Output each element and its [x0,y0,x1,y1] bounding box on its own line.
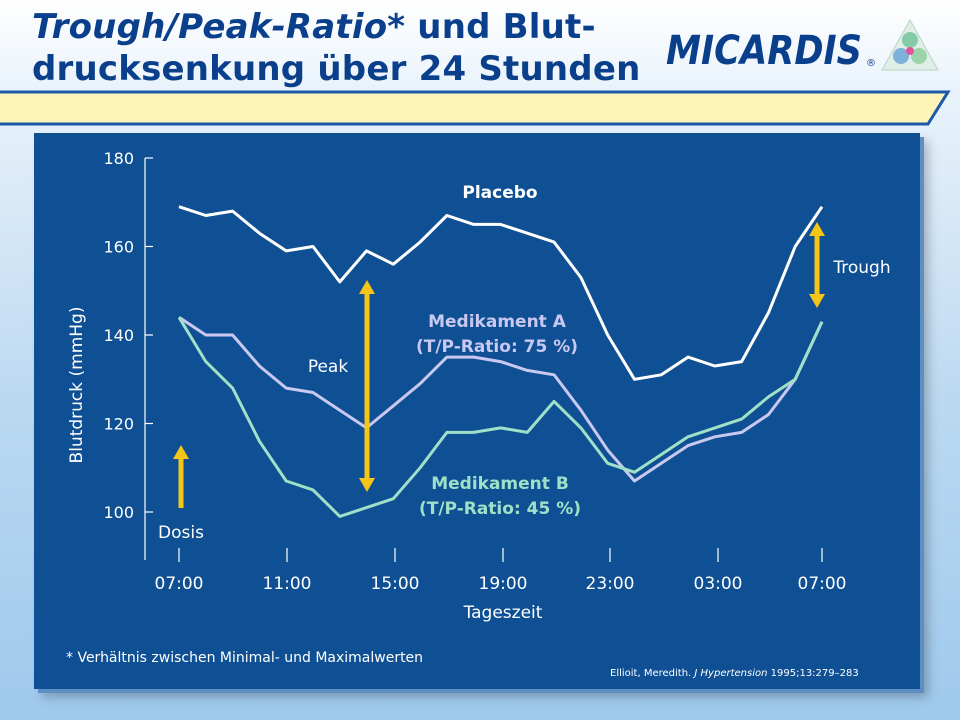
arrow-head-top [809,222,825,236]
trough-arrow [809,222,825,308]
title-line1-rest: und Blut- [405,7,596,47]
series-line-placebo [178,205,824,381]
source-details: 1995;13:279–283 [770,668,859,679]
x-tick-label: 15:00 [371,574,420,594]
source-journal: J Hypertension [694,668,768,679]
footnote: * Verhältnis zwischen Minimal- und Maxim… [66,650,424,666]
arrow-head-bottom [359,478,375,492]
peak-arrow [359,280,375,492]
source-citation: Ellioit, Meredith. J Hypertension 1995;1… [610,668,859,679]
y-tick-label: 180 [103,149,134,168]
arrow-head-top [359,280,375,294]
dosis-arrow [173,445,189,508]
y-tick-label: 120 [103,415,134,434]
source-authors: Ellioit, Meredith. [610,668,692,679]
arrow-head [173,445,189,459]
y-tick-label: 100 [103,503,134,522]
x-tick-label: 11:00 [263,574,312,594]
y-axis-label: Blutdruck (mmHg) [67,307,87,464]
arrow-head-bottom [809,294,825,308]
logo-wordmark: MICARDIS [666,28,862,74]
x-axis-label: Tageszeit [463,603,543,623]
series-line-med_b [177,316,824,518]
annotation-dosis: Dosis [158,523,204,543]
slide-title: Trough/Peak-Ratio* und Blut- drucksenkun… [32,6,672,90]
series-line-med_a [178,316,824,483]
logo-registered-mark: ® [866,58,876,69]
annotation-trough: Trough [832,258,890,278]
y-tick-label: 160 [103,238,134,257]
x-tick-label: 03:00 [694,574,743,594]
y-tick-label: 140 [103,326,134,345]
annotation-peak: Peak [308,357,349,377]
x-tick-label: 07:00 [155,574,204,594]
micardis-logo: MICARDIS ® [666,18,939,74]
x-tick-label: 23:00 [586,574,635,594]
x-tick-label: 19:00 [479,574,528,594]
series-sublabel-med-a: (T/P-Ratio: 75 %) [416,337,578,357]
series-label-med-b: Medikament B [431,474,569,494]
series-sublabel-med-b: (T/P-Ratio: 45 %) [419,499,581,519]
decorative-band [0,90,951,126]
logo-emblem-icon [881,18,939,71]
title-line2: drucksenkung über 24 Stunden [32,49,641,89]
x-tick-label: 07:00 [798,574,847,594]
series-label-med-a: Medikament A [428,312,567,332]
title-ratio-term: Trough/Peak-Ratio* [32,7,406,47]
series-label-placebo: Placebo [462,183,537,203]
